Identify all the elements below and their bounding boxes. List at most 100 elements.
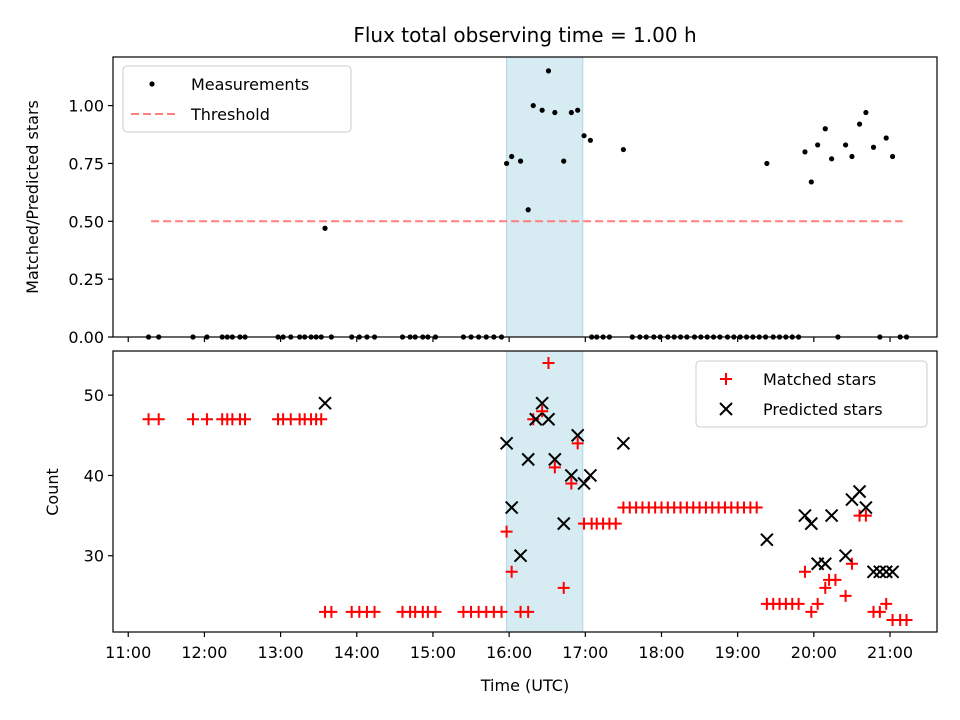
measurement-point [829,156,835,162]
y-tick-label: 0.50 [68,212,104,231]
matched-point [798,565,811,578]
x-tick-label: 19:00 [715,643,761,662]
matched-point [527,413,540,426]
measurement-point [856,121,863,127]
measurement-point [802,149,808,155]
top-y-ticks: 0.00 0.25 0.50 0.75 1.00 [68,97,113,347]
bottom-legend: Matched stars Predicted stars [695,360,928,428]
x-tick-label: 17:00 [562,643,608,662]
legend-predicted-marker [719,402,733,416]
measurement-point [539,107,545,113]
predicted-point [616,436,631,451]
predicted-point [760,532,774,547]
measurement-point [568,109,574,116]
matched-point [548,461,561,474]
predicted-point [859,500,873,515]
predicted-point [570,428,585,443]
predicted-point [529,412,543,426]
y-tick-label: 1.00 [68,97,104,116]
top-shaded-interval [506,56,584,338]
y-tick-label: 30 [84,547,104,566]
legend-predicted-label: Predicted stars [763,400,883,419]
y-tick-label: 0.75 [68,154,104,173]
x-tick-label: 16:00 [486,643,532,662]
predicted-point [499,436,514,451]
top-legend-box [122,65,352,133]
predicted-point [541,412,556,426]
matched-point [829,573,842,586]
predicted-point [504,500,519,515]
x-tick-label: 18:00 [638,643,684,662]
matched-point [880,597,893,610]
x-tick-label: 12:00 [181,643,227,662]
x-axis-label: Time (UTC) [480,676,569,695]
top-panel: 0.00 0.25 0.50 0.75 1.00 Matched/Predicted s… [23,56,938,347]
matched-point [792,597,805,610]
matched-point [819,581,832,594]
y-tick-label: 0.25 [68,270,104,289]
matched-point [565,477,578,490]
matched-point [900,613,913,626]
y-tick-label: 40 [84,466,104,485]
predicted-point [318,396,332,410]
measurement-point [870,144,877,150]
measurement-point [503,160,510,167]
matched-point [325,605,338,618]
bottom-y-ticks: 30 40 50 [84,386,113,566]
bottom-panel: 30 40 50 11:00 12:00 13:00 14:00 15:00 16:00 17:… [43,350,938,695]
matched-point [542,357,555,370]
legend-measurements-marker [149,81,155,87]
matched-point [557,581,570,594]
measurement-point [822,126,828,132]
matched-point [859,509,872,522]
predicted-point [548,452,562,467]
predicted-point [818,557,832,571]
measurement-point [552,109,558,116]
measurement-point [815,142,821,148]
measurement-point [509,153,515,160]
matched-point [142,413,155,426]
predicted-point [838,549,853,563]
matched-point [609,517,622,530]
measurement-point [620,146,626,153]
bottom-shaded-interval [506,350,584,633]
predicted-point [577,476,591,491]
matched-point [500,525,513,538]
matched-point [239,413,252,426]
top-legend: Measurements Threshold [122,65,352,133]
y-tick-label: 50 [84,386,104,405]
predicted-point [557,516,571,531]
measurement-point [883,135,889,141]
predicted-point [852,484,867,499]
predicted-point [804,516,819,531]
legend-measurements-label: Measurements [191,75,309,94]
measurement-point [764,160,770,167]
bottom-legend-box [695,360,928,428]
predicted-point [885,565,900,579]
predicted-point [564,468,579,483]
x-tick-label: 21:00 [867,643,913,662]
legend-matched-marker [720,373,732,385]
x-tick-label: 15:00 [410,643,456,662]
matched-point [805,605,818,618]
matched-point [505,565,518,578]
matched-point [368,605,381,618]
predicted-point [521,452,535,467]
predicted-point [798,508,812,523]
x-tick-label: 11:00 [105,643,151,662]
x-tick-label: 14:00 [334,643,380,662]
bottom-x-ticks: 11:00 12:00 13:00 14:00 15:00 16:00 17:00 18:00… [105,632,913,662]
matched-point [811,597,824,610]
measurement-point [561,158,567,164]
legend-matched-label: Matched stars [763,370,876,389]
measurement-point [889,153,896,160]
chart-title: Flux total observing time = 1.00 h [353,23,696,47]
bottom-axes-frame [112,350,938,633]
predicted-point [535,396,549,410]
x-tick-label: 20:00 [791,643,837,662]
matched-point [839,589,852,602]
matched-point [522,605,535,618]
matched-point [429,605,442,618]
measurement-point [587,137,593,143]
